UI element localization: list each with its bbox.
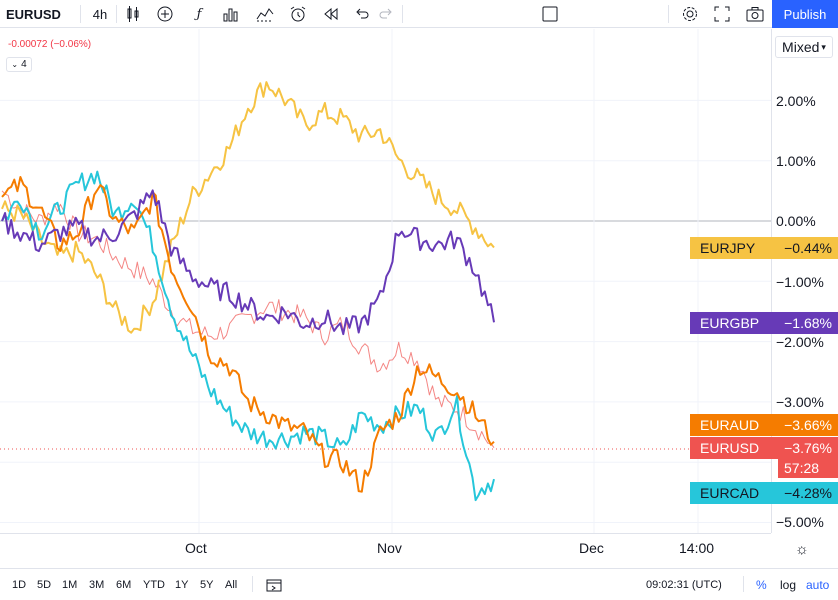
square-icon[interactable]	[541, 0, 559, 28]
series-tag-eurcad: EURCAD −4.28%	[690, 482, 838, 504]
price-tick: −1.00%	[776, 274, 824, 290]
range-3m[interactable]: 3M	[89, 579, 105, 591]
series-tag-value: −1.68%	[784, 315, 832, 331]
log-toggle[interactable]: log	[780, 578, 797, 592]
legend-change-value: -0.00072 (−0.06%)	[8, 39, 92, 50]
price-tick: −3.00%	[776, 394, 824, 410]
price-tick: 2.00%	[776, 93, 816, 109]
plus-circle-icon[interactable]	[156, 0, 174, 28]
camera-icon[interactable]	[745, 0, 765, 28]
bottom-divider	[252, 576, 253, 592]
chart-series	[1, 81, 495, 502]
range-all[interactable]: All	[225, 579, 238, 591]
gear-icon[interactable]	[680, 0, 700, 28]
date-range-icon[interactable]	[266, 578, 282, 597]
price-tick: 0.00%	[776, 213, 816, 229]
alarm-icon[interactable]	[288, 0, 308, 28]
percent-toggle[interactable]: %	[756, 578, 767, 592]
interval-button[interactable]: 4h	[92, 6, 108, 22]
time-axis[interactable]	[0, 533, 771, 567]
range-ytd[interactable]: YTD	[143, 579, 165, 591]
series-tag-value: −4.28%	[784, 485, 832, 501]
series-tag-name: EURCAD	[700, 485, 760, 501]
time-tick: 14:00	[679, 540, 715, 556]
replay-icon[interactable]	[322, 0, 340, 28]
series-tag-value: −3.76%	[784, 440, 832, 456]
scale-mode-label: Mixed	[782, 39, 820, 55]
bottom-divider	[743, 576, 744, 592]
publish-button[interactable]: Publish	[772, 0, 838, 28]
price-tick: −2.00%	[776, 334, 824, 350]
series-tag-eurgbp: EURGBP −1.68%	[690, 312, 838, 334]
bar-countdown: 57:28	[778, 458, 838, 478]
range-1m[interactable]: 1M	[62, 579, 78, 591]
redo-icon[interactable]	[378, 0, 394, 28]
scale-mode-dropdown[interactable]: Mixed ▾	[775, 36, 833, 58]
range-1d[interactable]: 1D	[12, 579, 27, 591]
series-tag-value: −0.44%	[784, 240, 832, 256]
legend-collapse-button[interactable]: ⌄ 4	[6, 57, 32, 72]
series-line-eurjpy	[1, 81, 495, 334]
range-5y[interactable]: 5Y	[200, 579, 214, 591]
range-6m[interactable]: 6M	[116, 579, 132, 591]
bar-chart-icon[interactable]	[222, 0, 240, 28]
toolbar-divider	[668, 5, 669, 23]
series-tag-name: EURUSD	[700, 440, 760, 456]
series-line-euraud	[1, 176, 495, 493]
fullscreen-icon[interactable]	[712, 0, 732, 28]
toolbar-divider	[116, 5, 117, 23]
toolbar-divider	[402, 5, 403, 23]
series-tag-value: −3.66%	[784, 417, 832, 433]
price-tick: 1.00%	[776, 153, 816, 169]
price-scale[interactable]	[771, 29, 838, 533]
symbol-search-button[interactable]: EURUSD	[6, 6, 61, 22]
time-tick: Nov	[377, 540, 402, 556]
series-line-eurcad	[1, 170, 495, 502]
legend-count: 4	[21, 59, 27, 70]
chart-pane[interactable]	[0, 29, 771, 533]
time-tick: Oct	[185, 540, 207, 556]
auto-toggle[interactable]: auto	[806, 578, 830, 592]
series-tag-euraud: EURAUD −3.66%	[690, 414, 838, 436]
time-tick: Dec	[579, 540, 604, 556]
top-toolbar: EURUSD 4h ƒ Publish	[0, 0, 838, 28]
range-5d[interactable]: 5D	[37, 579, 52, 591]
candles-icon[interactable]	[124, 0, 142, 28]
utc-clock[interactable]: 09:02:31 (UTC)	[646, 579, 722, 591]
price-tick: −5.00%	[776, 514, 824, 530]
series-tag-name: EURJPY	[700, 240, 756, 256]
undo-icon[interactable]	[354, 0, 370, 28]
series-tag-name: EURGBP	[700, 315, 760, 331]
chevron-down-icon: ▾	[821, 41, 826, 52]
series-tag-eurusd: EURUSD −3.76%	[690, 437, 838, 459]
series-tag-eurjpy: EURJPY −0.44%	[690, 237, 838, 259]
fx-icon[interactable]: ƒ	[196, 6, 202, 22]
series-tag-name: EURAUD	[700, 417, 760, 433]
range-1y[interactable]: 1Y	[175, 579, 189, 591]
series-line-eurgbp	[1, 189, 495, 336]
toolbar-divider	[80, 5, 81, 23]
series-line-eurusd	[1, 190, 495, 448]
sun-icon[interactable]: ☼	[795, 541, 809, 558]
bottom-bar	[0, 568, 838, 600]
chevron-down-icon: ⌄	[11, 60, 19, 69]
indicator-icon[interactable]	[255, 0, 275, 28]
